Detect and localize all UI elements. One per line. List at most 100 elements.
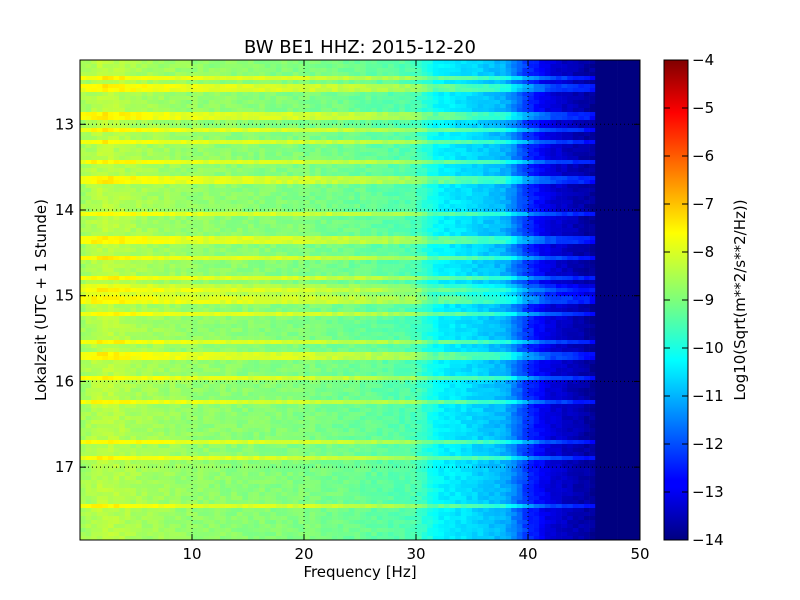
heatmap-cell — [192, 140, 198, 145]
heatmap-cell — [169, 60, 176, 65]
heatmap-cell — [348, 156, 355, 161]
heatmap-cell — [600, 164, 607, 169]
heatmap-cell — [466, 136, 473, 141]
heatmap-cell — [292, 148, 299, 153]
heatmap-cell — [85, 180, 92, 185]
heatmap-cell — [203, 184, 210, 189]
heatmap-cell — [404, 156, 411, 161]
heatmap-cell — [528, 124, 534, 129]
heatmap-cell — [259, 204, 266, 209]
heatmap-cell — [259, 172, 266, 177]
heatmap-cell — [438, 256, 445, 261]
heatmap-cell — [343, 128, 350, 133]
heatmap-cell — [500, 152, 506, 157]
heatmap-cell — [348, 176, 355, 181]
heatmap-cell — [472, 224, 478, 229]
heatmap-cell — [533, 88, 540, 93]
heatmap-cell — [175, 240, 182, 245]
heatmap-cell — [315, 76, 322, 81]
heatmap-cell — [320, 128, 327, 133]
heatmap-cell — [175, 136, 182, 141]
heatmap-cell — [309, 88, 316, 93]
heatmap-cell — [528, 204, 534, 209]
heatmap-cell — [371, 88, 378, 93]
heatmap-cell — [584, 192, 590, 197]
heatmap-cell — [236, 256, 243, 261]
heatmap-cell — [276, 60, 282, 65]
heatmap-cell — [572, 200, 579, 205]
heatmap-cell — [556, 60, 562, 65]
heatmap-cell — [606, 68, 613, 73]
heatmap-cell — [270, 76, 277, 81]
heatmap-cell — [623, 60, 630, 65]
heatmap-cell — [96, 140, 103, 145]
heatmap-cell — [556, 176, 562, 181]
heatmap-cell — [623, 200, 630, 205]
heatmap-cell — [253, 144, 260, 149]
heatmap-cell — [617, 204, 624, 209]
heatmap-cell — [556, 244, 562, 249]
heatmap-cell — [186, 244, 193, 249]
heatmap-cell — [432, 68, 439, 73]
heatmap-cell — [455, 136, 462, 141]
heatmap-cell — [225, 140, 232, 145]
heatmap-cell — [516, 196, 523, 201]
heatmap-cell — [276, 152, 282, 157]
heatmap-cell — [578, 204, 585, 209]
heatmap-cell — [225, 192, 232, 197]
heatmap-cell — [388, 76, 394, 81]
heatmap-cell — [130, 92, 137, 97]
heatmap-cell — [186, 204, 193, 209]
heatmap-cell — [612, 88, 618, 93]
heatmap-cell — [192, 92, 198, 97]
heatmap-cell — [281, 136, 288, 141]
heatmap-cell — [281, 128, 288, 133]
heatmap-cell — [544, 116, 551, 121]
heatmap-cell — [488, 124, 495, 129]
heatmap-cell — [141, 200, 148, 205]
heatmap-cell — [516, 128, 523, 133]
heatmap-cell — [606, 128, 613, 133]
heatmap-cell — [124, 104, 131, 109]
heatmap-cell — [561, 184, 568, 189]
heatmap-cell — [332, 224, 338, 229]
heatmap-cell — [393, 196, 400, 201]
heatmap-cell — [388, 144, 394, 149]
heatmap-cell — [236, 252, 243, 257]
heatmap-cell — [276, 200, 282, 205]
heatmap-cell — [236, 64, 243, 69]
heatmap-cell — [231, 196, 238, 201]
heatmap-cell — [259, 168, 266, 173]
heatmap-cell — [130, 180, 137, 185]
heatmap-cell — [556, 224, 562, 229]
heatmap-cell — [186, 228, 193, 233]
heatmap-cell — [472, 192, 478, 197]
heatmap-cell — [141, 188, 148, 193]
heatmap-cell — [337, 168, 344, 173]
heatmap-cell — [584, 244, 590, 249]
heatmap-cell — [628, 68, 635, 73]
heatmap-cell — [528, 96, 534, 101]
heatmap-cell — [264, 112, 271, 117]
heatmap-cell — [516, 80, 523, 85]
heatmap-cell — [292, 232, 299, 237]
heatmap-cell — [382, 100, 389, 105]
heatmap-cell — [421, 252, 428, 257]
heatmap-cell — [365, 248, 372, 253]
heatmap-cell — [539, 132, 546, 137]
heatmap-cell — [231, 256, 238, 261]
heatmap-cell — [130, 204, 137, 209]
heatmap-cell — [511, 144, 518, 149]
heatmap-cell — [203, 128, 210, 133]
heatmap-cell — [472, 132, 478, 137]
heatmap-cell — [343, 220, 350, 225]
heatmap-cell — [360, 80, 366, 85]
heatmap-cell — [186, 96, 193, 101]
heatmap-cell — [242, 176, 249, 181]
heatmap-cell — [528, 120, 534, 125]
heatmap-cell — [315, 120, 322, 125]
heatmap-cell — [147, 60, 154, 65]
heatmap-cell — [455, 232, 462, 237]
heatmap-cell — [220, 72, 226, 77]
heatmap-cell — [152, 240, 159, 245]
